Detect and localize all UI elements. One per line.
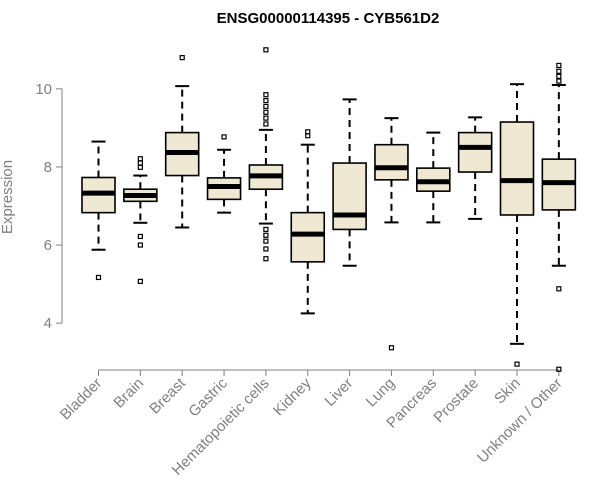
iqr-box: [457, 131, 493, 173]
box-kidney: [290, 129, 326, 315]
y-tick-label: 10: [35, 81, 52, 98]
y-tick-label: 8: [44, 159, 52, 176]
box-brain: [123, 156, 158, 284]
outlier-point: [263, 47, 269, 53]
outlier-point: [137, 160, 143, 166]
outlier-point: [263, 121, 269, 127]
outlier-point: [137, 242, 143, 248]
box-breast: [164, 55, 200, 229]
outlier-point: [263, 232, 269, 238]
outlier-point: [556, 62, 562, 69]
x-tick-label: Breast: [146, 374, 189, 417]
box-bladder: [81, 140, 116, 281]
outlier-point: [263, 103, 269, 110]
outlier-point: [263, 238, 269, 244]
x-tick-label: Lung: [363, 375, 399, 411]
x-tick-label: Brain: [110, 375, 147, 412]
chart-title: ENSG00000114395 - CYB561D2: [217, 10, 440, 27]
x-tick-label: Prostate: [430, 375, 482, 427]
iqr-box: [499, 121, 535, 216]
outlier-point: [263, 109, 269, 115]
x-tick-label: Skin: [491, 375, 524, 408]
outlier-point: [388, 345, 395, 351]
outlier-point: [179, 55, 185, 61]
outlier-point: [95, 274, 102, 281]
outlier-point: [556, 78, 562, 84]
outlier-point: [305, 129, 311, 135]
iqr-box: [374, 143, 409, 181]
outlier-point: [137, 164, 143, 170]
box-gastric: [206, 134, 242, 214]
outlier-point: [556, 366, 562, 372]
y-tick-label: 4: [44, 315, 52, 332]
box-unknown-other: [541, 62, 577, 372]
outlier-point: [137, 233, 143, 240]
y-tick-label: 6: [44, 237, 52, 254]
outlier-point: [263, 226, 269, 233]
y-axis: 4 6 8 10: [35, 81, 63, 332]
box-lung: [374, 117, 409, 351]
x-tick-label: Bladder: [57, 375, 106, 424]
outlier-point: [137, 156, 143, 162]
outlier-point: [137, 278, 143, 284]
box-pancreas: [415, 131, 451, 224]
outlier-point: [514, 361, 520, 367]
outlier-point: [263, 97, 269, 104]
outlier-point: [263, 256, 269, 262]
box-prostate: [457, 116, 493, 220]
outlier-point: [556, 73, 562, 79]
y-axis-label: Expression: [0, 160, 16, 234]
iqr-box: [290, 211, 326, 263]
outlier-point: [263, 115, 269, 121]
outlier-point: [263, 246, 269, 252]
outlier-point: [221, 134, 227, 140]
outlier-point: [556, 286, 562, 292]
box-liver: [332, 98, 367, 267]
box-skin: [499, 83, 535, 367]
x-tick-label: Kidney: [270, 374, 315, 419]
x-tick-label: Liver: [321, 375, 356, 410]
box-series: [81, 47, 577, 372]
outlier-point: [263, 92, 269, 98]
iqr-box: [332, 162, 367, 231]
box-hematopoietic-cells: [248, 47, 284, 262]
outlier-point: [556, 68, 562, 74]
